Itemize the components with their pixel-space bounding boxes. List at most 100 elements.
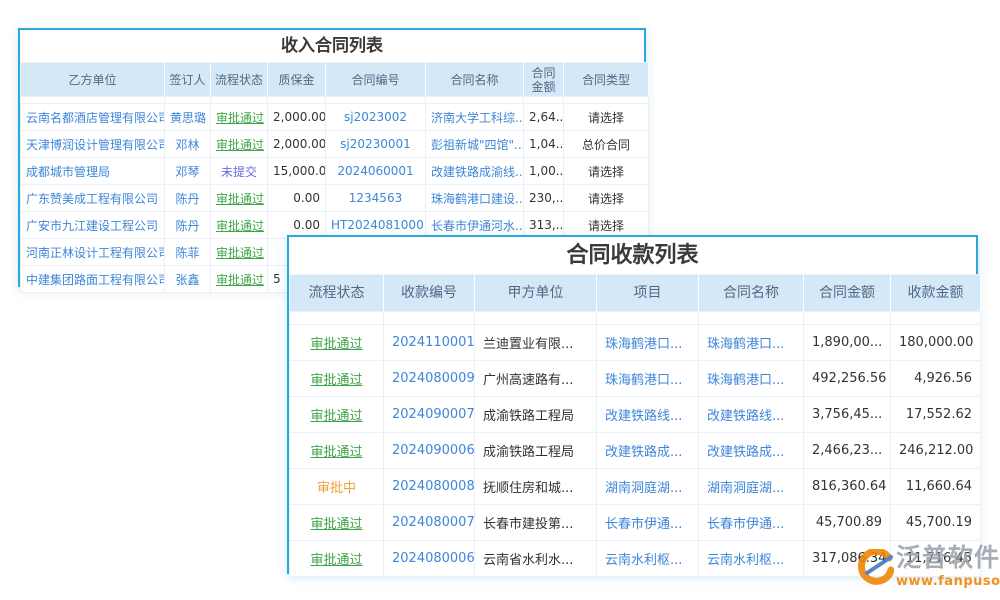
cell-text: 4,926.56 [890, 360, 981, 397]
spacer-cell [698, 311, 804, 325]
cell-link[interactable]: 邓林 [164, 130, 211, 158]
cell-link[interactable]: 中建集团路面工程有限公司 [20, 265, 165, 293]
cell-link[interactable]: 云南水利枢... [596, 540, 699, 577]
status-link[interactable]: 审批通过 [210, 238, 268, 266]
table-row: 审批通过 2024110001 兰迪置业有限... 珠海鹤港口... 珠海鹤港口... 1… [289, 324, 981, 361]
cell-text: 816,360.64 [803, 468, 891, 505]
cell-link[interactable]: 珠海鹤港口建设... [425, 184, 524, 212]
cell-link[interactable]: 云南水利枢... [698, 540, 804, 577]
status-link[interactable]: 审批通过 [289, 432, 384, 469]
cell-link[interactable]: 改建铁路线... [698, 396, 804, 433]
cell-link[interactable]: 陈丹 [164, 184, 211, 212]
contract-receipt-list-window: 合同收款列表 流程状态 收款编号 甲方单位 项目 合同名称 合同金额 收款金额 审批通过 202… [287, 235, 981, 577]
cell-link[interactable]: 改建铁路线... [596, 396, 699, 433]
status-link[interactable]: 审批通过 [289, 360, 384, 397]
spacer-cell [563, 96, 649, 104]
cell-text: 492,256.56 [803, 360, 891, 397]
cell-link[interactable]: 天津博润设计管理有限公司 [20, 130, 165, 158]
cell-text: 0.00 [267, 211, 326, 239]
cell-link[interactable]: 改建铁路成渝线... [425, 157, 524, 185]
status-link[interactable]: 审批通过 [289, 396, 384, 433]
cell-link[interactable]: 黄思璐 [164, 103, 211, 131]
cell-link[interactable]: 济南大学工科综... [425, 103, 524, 131]
cell-link[interactable]: 陈丹 [164, 211, 211, 239]
table-row: 广东赞美成工程有限公司 陈丹 审批通过 0.00 1234563 珠海鹤港口建设... 23… [20, 184, 649, 212]
cell-text: 317,086.34 [803, 540, 891, 577]
column-header: 合同编号 [325, 62, 426, 97]
cell-text: 1,00... [523, 157, 564, 185]
column-header: 流程状态 [210, 62, 268, 97]
cell-link[interactable]: 珠海鹤港口... [698, 360, 804, 397]
cell-link[interactable]: 广安市九江建设工程公司 [20, 211, 165, 239]
cell-link[interactable]: 彭祖新城"四馆"... [425, 130, 524, 158]
cell-link[interactable]: 2024080009 [383, 360, 475, 397]
cell-link[interactable]: 成都城市管理局 [20, 157, 165, 185]
status-link[interactable]: 审批中 [289, 468, 384, 505]
cell-text: 2,64... [523, 103, 564, 131]
cell-link[interactable]: sj20230001 [325, 130, 426, 158]
status-link[interactable]: 审批通过 [210, 211, 268, 239]
cell-link[interactable]: sj2023002 [325, 103, 426, 131]
cell-link[interactable]: 长春市伊通河水... [425, 211, 524, 239]
cell-link[interactable]: 2024090006 [383, 432, 475, 469]
cell-link[interactable]: 珠海鹤港口... [698, 324, 804, 361]
table-row: 审批通过 2024080006 云南省水利水... 云南水利枢... 云南水利枢... 3… [289, 540, 981, 577]
cell-text: 请选择 [563, 211, 649, 239]
cell-link[interactable]: 长春市伊通... [596, 504, 699, 541]
cell-link[interactable]: 改建铁路成... [698, 432, 804, 469]
contract-receipt-table: 流程状态 收款编号 甲方单位 项目 合同名称 合同金额 收款金额 审批通过 2024110001… [289, 274, 981, 577]
cell-text: 兰迪置业有限... [474, 324, 597, 361]
cell-link[interactable]: 2024080008 [383, 468, 475, 505]
cell-link[interactable]: 珠海鹤港口... [596, 360, 699, 397]
cell-link[interactable]: 广东赞美成工程有限公司 [20, 184, 165, 212]
status-link[interactable]: 审批通过 [289, 540, 384, 577]
cell-text: 230,... [523, 184, 564, 212]
cell-text: 请选择 [563, 103, 649, 131]
status-link[interactable]: 审批通过 [210, 184, 268, 212]
spacer-cell [210, 96, 268, 104]
spacer-row [20, 96, 649, 104]
cell-text: 45,700.19 [890, 504, 981, 541]
cell-link[interactable]: 邓琴 [164, 157, 211, 185]
cell-link[interactable]: 2024110001 [383, 324, 475, 361]
status-link[interactable]: 审批通过 [289, 324, 384, 361]
cell-text: 246,212.00 [890, 432, 981, 469]
table-row: 审批通过 2024090007 成渝铁路工程局 改建铁路线... 改建铁路线... 3,7… [289, 396, 981, 433]
cell-link[interactable]: 改建铁路成... [596, 432, 699, 469]
cell-link[interactable]: 云南名都酒店管理有限公司 [20, 103, 165, 131]
cell-text: 1,04... [523, 130, 564, 158]
cell-link[interactable]: 2024060001 [325, 157, 426, 185]
table-row: 审批中 2024080008 抚顺住房和城... 湖南洞庭湖... 湖南洞庭湖... 81… [289, 468, 981, 505]
cell-link[interactable]: HT2024081000... [325, 211, 426, 239]
table-row: 审批通过 2024080007 长春市建投第... 长春市伊通... 长春市伊通... 4… [289, 504, 981, 541]
cell-link[interactable]: 2024080007 [383, 504, 475, 541]
cell-link[interactable]: 湖南洞庭湖... [596, 468, 699, 505]
status-link[interactable]: 未提交 [210, 157, 268, 185]
spacer-cell [803, 311, 891, 325]
cell-link[interactable]: 湖南洞庭湖... [698, 468, 804, 505]
cell-link[interactable]: 2024080006 [383, 540, 475, 577]
status-link[interactable]: 审批通过 [210, 130, 268, 158]
spacer-row [289, 311, 981, 325]
spacer-cell [325, 96, 426, 104]
cell-text: 长春市建投第... [474, 504, 597, 541]
cell-text: 广州高速路有... [474, 360, 597, 397]
cell-link[interactable]: 河南正林设计工程有限公司 [20, 238, 165, 266]
spacer-cell [425, 96, 524, 104]
status-link[interactable]: 审批通过 [289, 504, 384, 541]
table-row: 审批通过 2024080009 广州高速路有... 珠海鹤港口... 珠海鹤港口... 4… [289, 360, 981, 397]
cell-link[interactable]: 珠海鹤港口... [596, 324, 699, 361]
cell-link[interactable]: 陈菲 [164, 238, 211, 266]
cell-link[interactable]: 2024090007 [383, 396, 475, 433]
table-row: 审批通过 2024090006 成渝铁路工程局 改建铁路成... 改建铁路成... 2,4… [289, 432, 981, 469]
column-header: 合同金额 [523, 62, 564, 97]
cell-text: 15,000.00 [267, 157, 326, 185]
cell-link[interactable]: 长春市伊通... [698, 504, 804, 541]
status-link[interactable]: 审批通过 [210, 103, 268, 131]
cell-link[interactable]: 1234563 [325, 184, 426, 212]
cell-text: 3,756,45... [803, 396, 891, 433]
cell-link[interactable]: 张鑫 [164, 265, 211, 293]
status-link[interactable]: 审批通过 [210, 265, 268, 293]
cell-text: 请选择 [563, 184, 649, 212]
cell-text: 成渝铁路工程局 [474, 432, 597, 469]
